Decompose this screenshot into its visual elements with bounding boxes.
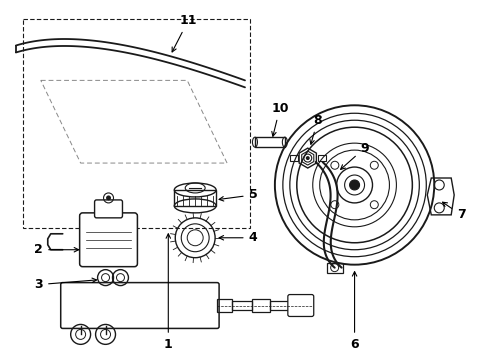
Text: 4: 4: [219, 231, 257, 244]
FancyBboxPatch shape: [288, 294, 314, 316]
Bar: [255, 137, 285, 147]
Text: 5: 5: [219, 188, 257, 202]
FancyBboxPatch shape: [95, 200, 122, 218]
FancyBboxPatch shape: [80, 213, 137, 267]
Text: 6: 6: [350, 272, 359, 351]
Circle shape: [306, 156, 310, 160]
Circle shape: [349, 180, 360, 190]
Circle shape: [106, 195, 111, 201]
Text: 7: 7: [442, 202, 466, 221]
Text: 8: 8: [310, 114, 322, 144]
Text: 11: 11: [172, 14, 197, 52]
Bar: [174, 190, 216, 206]
Bar: [217, 298, 232, 312]
Bar: [232, 301, 252, 310]
Text: 3: 3: [34, 278, 97, 291]
Bar: [270, 301, 290, 310]
Text: 1: 1: [164, 234, 172, 351]
Bar: [23, 19, 250, 228]
Bar: [327, 263, 343, 273]
Text: 2: 2: [34, 243, 78, 256]
Text: 10: 10: [271, 102, 289, 136]
Bar: [290, 155, 298, 161]
Bar: [252, 298, 270, 312]
FancyBboxPatch shape: [61, 283, 219, 328]
Bar: [318, 155, 326, 161]
Text: 9: 9: [341, 141, 369, 169]
